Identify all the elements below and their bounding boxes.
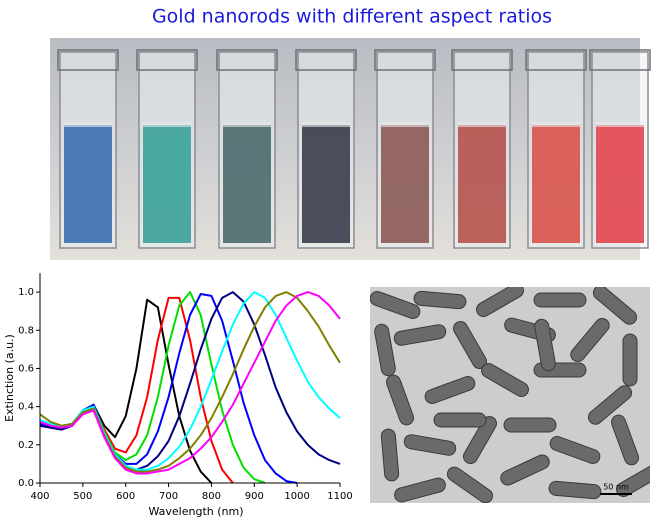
cuvette-rim [295, 49, 357, 71]
spectrum-line [39, 291, 341, 471]
spectrum-line [39, 291, 341, 471]
y-tick-label: 0.2 [18, 440, 34, 451]
spectrum-line [39, 291, 341, 475]
nanorod [386, 374, 414, 426]
y-tick-label: 0.0 [18, 478, 34, 489]
nanorod [592, 287, 638, 325]
x-tick-label: 500 [73, 491, 92, 502]
cuvette-liquid [381, 125, 429, 243]
y-tick-label: 0.8 [18, 325, 34, 336]
x-tick-label: 800 [202, 491, 221, 502]
cuvette-meniscus [532, 122, 580, 127]
title: Gold nanorods with different aspect rati… [152, 6, 552, 28]
nanorod [548, 480, 602, 500]
nanorod [570, 317, 610, 363]
x-axis-label: Wavelength (nm) [148, 505, 243, 518]
cuvette-meniscus [596, 122, 644, 127]
nanorod [403, 434, 457, 456]
spectrum-chart: Wavelength (nm) Extinction (a.u.) 400 500… [3, 273, 353, 518]
cuvette-liquid [223, 125, 271, 243]
nanorod [463, 416, 497, 464]
spectrum-line [39, 291, 341, 473]
cuvette-liquid [532, 125, 580, 243]
x-tick-label: 400 [30, 491, 49, 502]
x-tick-label: 1000 [284, 491, 309, 502]
cuvette-liquid [302, 125, 350, 243]
cuvette-liquid [143, 125, 191, 243]
cuvette-rim [525, 49, 587, 71]
nanorod [433, 412, 487, 428]
cuvette-meniscus [302, 122, 350, 127]
nanorod [424, 376, 476, 404]
y-tick-label: 1.0 [18, 287, 34, 298]
nanorod [611, 414, 639, 466]
nanorod [500, 454, 550, 486]
tem-image [370, 287, 650, 503]
cuvette-meniscus [143, 122, 191, 127]
nanorod [503, 417, 557, 433]
cuvette-meniscus [381, 122, 429, 127]
scale-bar-label: 50 nm [603, 483, 629, 492]
nanorod [393, 324, 447, 346]
nanorod [587, 385, 633, 425]
spectrum-line [39, 293, 298, 484]
cuvette-meniscus [223, 122, 271, 127]
nanorod [534, 318, 556, 372]
nanorod [481, 363, 529, 397]
cuvettes [57, 49, 651, 249]
x-tick-label: 1100 [327, 491, 352, 502]
cuvette-liquid [596, 125, 644, 243]
y-axis-label: Extinction (a.u.) [3, 334, 16, 422]
cuvette-rim [451, 49, 513, 71]
x-tick-label: 900 [245, 491, 264, 502]
nanorod [380, 428, 400, 482]
cuvette-rim [589, 49, 651, 71]
nanorod [533, 292, 587, 308]
nanorod [413, 290, 467, 310]
nanorod [374, 323, 396, 377]
nanorod [476, 287, 524, 317]
nanorod [622, 333, 638, 387]
cuvette-meniscus [458, 122, 506, 127]
cuvette-rim [216, 49, 278, 71]
cuvette-rim [374, 49, 436, 71]
cuvette-meniscus [64, 122, 112, 127]
cuvette-liquid [64, 125, 112, 243]
nanorod [549, 436, 601, 464]
y-tick-label: 0.6 [18, 363, 34, 374]
cuvette-rim [136, 49, 198, 71]
nanorod [446, 466, 494, 503]
x-tick-label: 600 [116, 491, 135, 502]
nanorod [370, 291, 421, 319]
cuvette-rim [57, 49, 119, 71]
nanorod [394, 477, 446, 503]
y-tick-label: 0.4 [18, 402, 34, 413]
spectrum-line [39, 291, 266, 484]
cuvette-liquid [458, 125, 506, 243]
x-tick-label: 700 [159, 491, 178, 502]
